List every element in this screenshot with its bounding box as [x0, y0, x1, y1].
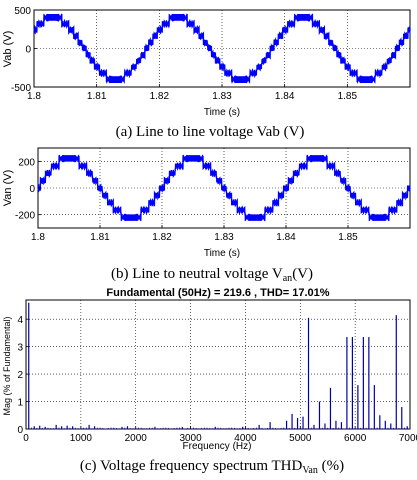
- spectrum-xtick-label: 5000: [289, 433, 312, 444]
- spectrum-ytick-label: 4: [17, 315, 23, 326]
- caption-a: (a) Line to line voltage Vab (V): [116, 124, 305, 140]
- spectrum-xlabel: Frequency (Hz): [183, 441, 252, 452]
- van-xlabel: Time (s): [204, 248, 240, 259]
- van-ytick-label: 200: [18, 157, 35, 168]
- van-xtick-label: 1.8: [31, 232, 45, 243]
- spectrum-title: Fundamental (50Hz) = 219.6 , THD= 17.01%: [106, 287, 329, 299]
- vab-xtick-label: 1.81: [87, 91, 107, 102]
- caption-c-main: (c) Voltage frequency spectrum THD: [80, 458, 303, 474]
- caption-c-sub: Van: [302, 465, 318, 476]
- vab-xtick-label: 1.8: [27, 91, 41, 102]
- caption-b: (b) Line to neutral voltage Van(V): [111, 266, 313, 284]
- vab-peak: [109, 76, 122, 83]
- van-peak: [249, 214, 261, 221]
- vab-peak: [172, 14, 185, 21]
- vab-ytick-label: 0: [25, 45, 31, 56]
- spectrum-bars: [28, 302, 411, 429]
- van-xtick-label: 1.84: [276, 232, 296, 243]
- van-peak: [373, 214, 385, 221]
- vab-xtick-label: 1.82: [150, 91, 170, 102]
- van-peak: [125, 214, 137, 221]
- caption-b-sub: an: [283, 273, 292, 284]
- van-xtick-label: 1.85: [338, 232, 358, 243]
- vab-peak: [297, 14, 310, 21]
- van-xtick-label: 1.82: [152, 232, 172, 243]
- van-ylabel: Van (V): [2, 170, 14, 206]
- spectrum-ytick-label: 1: [17, 398, 23, 409]
- caption-c-tail: (%): [318, 458, 344, 474]
- vab-xlabel: Time (s): [204, 107, 240, 118]
- van-peak: [63, 155, 75, 162]
- van-ytick-label: -200: [15, 211, 35, 222]
- spectrum-xtick-label: 2000: [125, 433, 148, 444]
- vab-xtick-label: 1.83: [212, 91, 232, 102]
- van-waveform: [37, 154, 411, 222]
- vab-ticks: 1.8 1.81 1.82 1.83 1.84 1.85 -500 0 500: [11, 6, 358, 102]
- vab-ytick-label: 500: [14, 6, 31, 17]
- vab-xtick-label: 1.85: [338, 91, 358, 102]
- van-series-line: [37, 154, 411, 222]
- caption-b-tail: (V): [292, 266, 313, 282]
- van-peak: [311, 155, 323, 162]
- vab-grid: [33, 9, 410, 88]
- caption-b-main: (b) Line to neutral voltage V: [111, 266, 283, 282]
- vab-ylabel: Vab (V): [2, 31, 14, 67]
- vab-peak: [360, 76, 373, 83]
- spectrum-plot: Fundamental (50Hz) = 219.6 , THD= 17.01%…: [2, 287, 417, 476]
- spectrum-ytick-label: 0: [17, 425, 23, 436]
- spectrum-plot-frame: [25, 299, 411, 430]
- vab-waveform: [33, 12, 411, 85]
- spectrum-xtick-label: 6000: [344, 433, 367, 444]
- spectrum-ytick-label: 2: [17, 370, 23, 381]
- spectrum-xtick-label: 3000: [179, 433, 202, 444]
- spectrum-ylabel: Mag (% of Fundamental): [2, 316, 12, 415]
- vab-ytick-label: -500: [11, 83, 31, 94]
- vab-xtick-label: 1.84: [275, 91, 295, 102]
- vab-peak: [46, 14, 59, 21]
- spectrum-xtick-label: 1000: [70, 433, 93, 444]
- van-xtick-label: 1.81: [90, 232, 110, 243]
- vab-peak: [234, 76, 247, 83]
- vab-series-line: [33, 12, 411, 85]
- spectrum-xtick-label: 4000: [234, 433, 257, 444]
- van-ticks: 1.8 1.81 1.82 1.83 1.84 1.85 -200 0 200: [15, 157, 358, 243]
- spectrum-xtick-label: 0: [23, 433, 29, 444]
- van-ytick-label: 0: [29, 184, 35, 195]
- van-xtick-label: 1.83: [214, 232, 234, 243]
- caption-c: (c) Voltage frequency spectrum THDVan (%…: [80, 458, 344, 476]
- van-peak: [187, 155, 199, 162]
- spectrum-ytick-label: 3: [17, 343, 23, 354]
